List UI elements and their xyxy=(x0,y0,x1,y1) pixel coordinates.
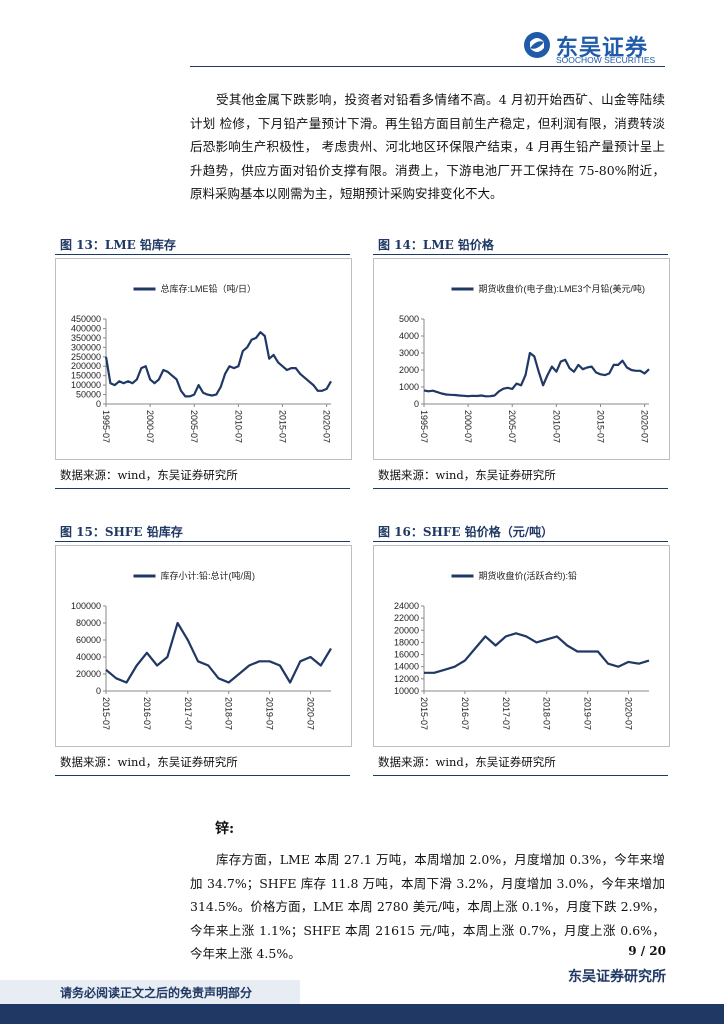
y-tick-label: 450000 xyxy=(71,314,101,324)
footer-bar xyxy=(0,1004,724,1024)
zinc-paragraph: 库存方面，LME 本周 27.1 万吨，本周增加 2.0%，月度增加 0.3%，… xyxy=(190,852,665,961)
y-tick-label: 2000 xyxy=(399,365,419,375)
source-rule xyxy=(373,488,668,489)
x-tick-label: 2016-07 xyxy=(142,697,152,730)
page-number: 9 / 20 xyxy=(628,944,666,958)
y-tick-label: 3000 xyxy=(399,348,419,358)
chart: 0500001000001500002000002500003000003500… xyxy=(55,258,352,460)
y-tick-label: 400000 xyxy=(71,323,101,333)
y-tick-label: 4000 xyxy=(399,331,419,341)
y-tick-label: 40000 xyxy=(76,652,101,662)
x-tick-label: 2017-07 xyxy=(501,697,511,730)
figure-title: 图 13：LME 铅库存 xyxy=(60,238,176,252)
x-tick-label: 2015-07 xyxy=(101,697,111,730)
disclaimer-band xyxy=(0,980,300,1004)
figure-title: 图 15：SHFE 铅库存 xyxy=(60,525,183,539)
legend-label: 总库存:LME铅（吨/日） xyxy=(161,283,257,294)
y-tick-label: 20000 xyxy=(76,669,101,679)
brand: 东吴证券 xyxy=(556,36,649,61)
figure-title: 图 16：SHFE 铅价格（元/吨） xyxy=(378,525,554,539)
x-tick-label: 2005-07 xyxy=(189,410,199,443)
y-tick-label: 0 xyxy=(414,399,419,409)
y-tick-label: 80000 xyxy=(76,618,101,628)
y-tick-label: 1000 xyxy=(399,382,419,392)
chart: 10000 12000 14000 16000 18000 20000 22000 24000… xyxy=(373,545,670,747)
x-tick-label: 2000-07 xyxy=(463,410,473,443)
y-tick-label: 0 xyxy=(96,399,101,409)
x-tick-label: 2020-07 xyxy=(322,410,332,443)
y-tick-label: 12000 xyxy=(394,674,419,684)
source: 数据来源：wind，东吴证券研究所 xyxy=(378,755,556,769)
x-tick-label: 2018-07 xyxy=(224,697,234,730)
institute: 东吴证券研究所 xyxy=(568,969,666,985)
x-tick-label: 2019-07 xyxy=(265,697,275,730)
source-rule xyxy=(55,775,350,776)
x-tick-label: 2017-07 xyxy=(183,697,193,730)
y-tick-label: 250000 xyxy=(71,352,101,362)
x-tick-label: 1995-07 xyxy=(101,410,111,443)
brand-en: SOOCHOW SECURITIES xyxy=(556,55,656,65)
source: 数据来源：wind，东吴证券研究所 xyxy=(60,468,238,482)
x-tick-label: 2015-07 xyxy=(419,697,429,730)
x-tick-label: 2019-07 xyxy=(583,697,593,730)
source: 数据来源：wind，东吴证券研究所 xyxy=(60,755,238,769)
chart: 0 20000 40000 60000 80000 100000 2015-07 2016-0… xyxy=(55,545,352,747)
x-tick-label: 2020-07 xyxy=(306,697,316,730)
series-line xyxy=(105,621,332,684)
disclaimer: 请务必阅读正文之后的免责声明部分 xyxy=(60,986,253,1000)
x-tick-label: 1995-07 xyxy=(419,410,429,443)
source-rule xyxy=(55,488,350,489)
series-line xyxy=(424,632,650,674)
series-line xyxy=(423,351,650,398)
y-tick-label: 14000 xyxy=(394,662,419,672)
y-tick-label: 5000 xyxy=(399,314,419,324)
x-tick-label: 2010-07 xyxy=(233,410,243,443)
title-rule xyxy=(55,254,350,255)
y-tick-label: 50000 xyxy=(76,390,101,400)
y-tick-label: 100000 xyxy=(71,601,101,611)
x-tick-label: 2015-07 xyxy=(277,410,287,443)
y-tick-label: 24000 xyxy=(394,601,419,611)
figure-title: 图 14：LME 铅价格 xyxy=(378,238,494,252)
lead-paragraph: 受其他金属下跌影响，投资者对铅看多情绪不高。4 月初开始西矿、山金等陆续计划 检… xyxy=(190,92,665,201)
y-tick-label: 200000 xyxy=(71,361,101,371)
y-tick-label: 60000 xyxy=(76,635,101,645)
logo-icon xyxy=(524,32,550,58)
header-rule xyxy=(190,66,665,67)
legend-label: 期货收盘价(活跃合约):铅 xyxy=(479,570,578,581)
x-tick-label: 2020-07 xyxy=(640,410,650,443)
x-tick-label: 2015-07 xyxy=(595,410,605,443)
title-rule xyxy=(373,541,668,542)
title-rule xyxy=(373,254,668,255)
y-tick-label: 10000 xyxy=(394,686,419,696)
x-tick-label: 2016-07 xyxy=(460,697,470,730)
source: 数据来源：wind，东吴证券研究所 xyxy=(378,468,556,482)
y-tick-label: 20000 xyxy=(394,625,419,635)
chart: 0 1000 2000 3000 4000 5000 1995-07 2000-07 2005-… xyxy=(373,258,670,460)
source-rule xyxy=(373,775,668,776)
zinc-heading: 锌: xyxy=(215,821,235,837)
y-tick-label: 0 xyxy=(96,686,101,696)
y-tick-label: 22000 xyxy=(394,613,419,623)
y-tick-label: 150000 xyxy=(71,371,101,381)
legend-label: 库存小计:铅:总计(吨/周) xyxy=(161,570,256,581)
y-tick-label: 100000 xyxy=(71,380,101,390)
x-tick-label: 2005-07 xyxy=(507,410,517,443)
title-rule xyxy=(55,541,350,542)
y-tick-label: 350000 xyxy=(71,333,101,343)
y-tick-label: 16000 xyxy=(394,650,419,660)
y-tick-label: 18000 xyxy=(394,637,419,647)
x-tick-label: 2010-07 xyxy=(551,410,561,443)
x-tick-label: 2018-07 xyxy=(542,697,552,730)
series-line xyxy=(104,331,332,398)
y-tick-label: 300000 xyxy=(71,342,101,352)
legend-label: 期货收盘价(电子盘):LME3个月铅(美元/吨) xyxy=(479,283,646,294)
x-tick-label: 2000-07 xyxy=(145,410,155,443)
x-tick-label: 2020-07 xyxy=(624,697,634,730)
